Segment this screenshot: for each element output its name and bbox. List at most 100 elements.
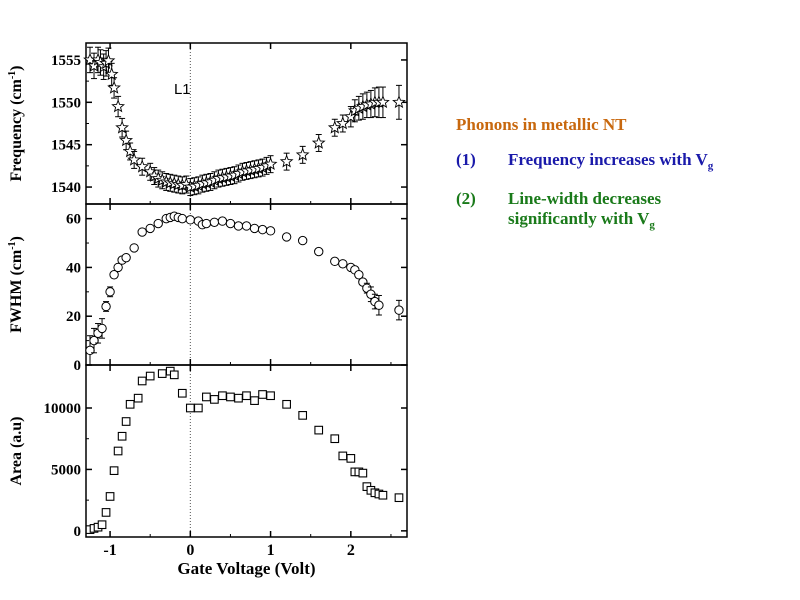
frequency-ytick-label: 1540 (51, 180, 81, 196)
frequency-ylabel: Frequency (cm-1) (7, 65, 25, 181)
fwhm-point (395, 306, 403, 314)
fwhm-point (298, 236, 306, 244)
area-ylabel-main: Area (a.u) (8, 416, 25, 485)
fwhm-point (202, 219, 210, 227)
area-point (138, 377, 146, 385)
area-point (331, 435, 339, 443)
area-point (395, 494, 403, 502)
area-point (134, 394, 142, 402)
fwhm-point (130, 244, 138, 252)
notes-item-1-subscript: g (708, 160, 714, 172)
area-point (110, 467, 118, 475)
fwhm-point (102, 302, 110, 310)
area-point (170, 371, 178, 379)
area-point (158, 370, 166, 378)
area-ylabel: Area (a.u) (8, 416, 25, 485)
frequency-ytick-label: 1545 (51, 138, 81, 154)
xtick-label: -1 (103, 542, 116, 559)
frequency-ytick-label: 1550 (51, 95, 81, 111)
fwhm-point (282, 233, 290, 241)
area-point (259, 391, 267, 399)
notes-item-2-number: (2) (456, 189, 508, 209)
fwhm-ylabel: FWHM (cm-1) (7, 236, 25, 333)
fwhm-point (146, 224, 154, 232)
area-point (283, 401, 291, 409)
fwhm-point (242, 222, 250, 230)
area-point (219, 392, 227, 400)
area-point (299, 412, 307, 420)
fwhm-point (315, 247, 323, 255)
area-point (339, 452, 347, 460)
frequency-ylabel-close: ) (8, 65, 25, 70)
frequency-ylabel-sup: -1 (7, 71, 18, 79)
fwhm-point (226, 219, 234, 227)
area-point (267, 392, 275, 400)
fwhm-point (138, 228, 146, 236)
fwhm-point (258, 225, 266, 233)
fwhm-point (178, 214, 186, 222)
fwhm-ytick-label: 40 (66, 260, 81, 276)
area-point (251, 397, 259, 405)
fwhm-ytick-label: 60 (66, 212, 81, 228)
fwhm-point (106, 288, 114, 296)
area-point (179, 389, 187, 397)
fwhm-point (186, 216, 194, 224)
fwhm-point (234, 222, 242, 230)
area-frame (86, 365, 407, 537)
fwhm-point (266, 227, 274, 235)
stacked-chart: 1540154515501555Frequency (cm-1)L1020406… (0, 0, 800, 600)
frequency-ylabel-main: Frequency (cm (8, 78, 25, 181)
x-axis-title: Gate Voltage (Volt) (177, 559, 315, 578)
area-point (114, 447, 122, 455)
area-point (146, 372, 154, 380)
area-ytick-label: 0 (74, 524, 82, 540)
area-point (235, 394, 243, 402)
fwhm-point (250, 224, 258, 232)
fwhm-point (218, 217, 226, 225)
notes-item-1-text: Frequency increases with V (508, 150, 708, 169)
fwhm-point (331, 257, 339, 265)
notes-title: Phonons in metallic NT (456, 115, 627, 135)
area-point (98, 521, 106, 529)
fwhm-ylabel-close: ) (8, 236, 25, 241)
notes-item-2-line1: Line-width decreases (508, 189, 661, 208)
area-point (359, 469, 367, 477)
area-point (347, 455, 355, 463)
frequency-ytick-label: 1555 (51, 53, 81, 69)
frequency-annotation: L1 (174, 81, 191, 98)
area-point (126, 401, 134, 409)
notes-item-2-subscript: g (649, 219, 655, 231)
area-point (203, 393, 211, 401)
area-point (315, 426, 323, 434)
area-point (102, 509, 110, 517)
xtick-label: 1 (267, 542, 275, 559)
area-point (243, 392, 251, 400)
area-point (187, 404, 195, 412)
area-point (379, 491, 387, 499)
notes-item-1-number: (1) (456, 150, 508, 170)
notes-item-1: (1) Frequency increases with Vg (456, 150, 713, 170)
fwhm-point (98, 324, 106, 332)
fwhm-point (154, 219, 162, 227)
area-point (227, 393, 235, 401)
area-point (118, 432, 126, 440)
notes-item-2: (2) Line-width decreases significantly wit… (456, 189, 661, 229)
fwhm-point (210, 218, 218, 226)
area-point (195, 404, 203, 412)
area-point (211, 396, 219, 404)
fwhm-ytick-label: 0 (74, 358, 82, 374)
xtick-label: 2 (347, 542, 355, 559)
fwhm-point (122, 253, 130, 261)
fwhm-point (375, 301, 383, 309)
notes-item-2-line2: significantly with V (508, 209, 649, 228)
fwhm-point (86, 346, 94, 354)
area-point (106, 493, 114, 501)
area-ytick-label: 5000 (51, 462, 81, 478)
fwhm-ylabel-main: FWHM (cm (8, 249, 25, 333)
fwhm-ylabel-sup: -1 (7, 241, 18, 249)
area-ytick-label: 10000 (44, 401, 82, 417)
fwhm-ytick-label: 20 (66, 309, 81, 325)
xtick-label: 0 (186, 542, 194, 559)
fwhm-point (339, 260, 347, 268)
area-point (122, 418, 130, 426)
